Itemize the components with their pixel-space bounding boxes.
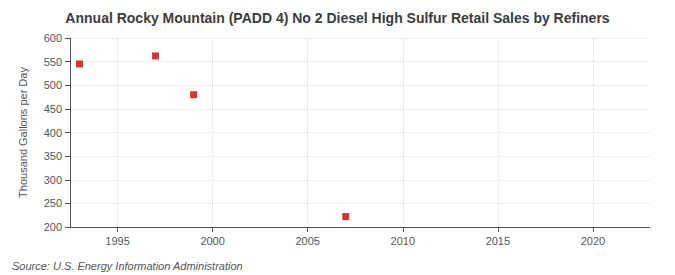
svg-text:450: 450 <box>44 103 62 115</box>
svg-text:1995: 1995 <box>105 235 129 247</box>
svg-text:Source: U.S. Energy Informatio: Source: U.S. Energy Information Administ… <box>12 260 243 272</box>
svg-text:Annual Rocky Mountain (PADD 4): Annual Rocky Mountain (PADD 4) No 2 Dies… <box>65 10 609 26</box>
svg-text:2010: 2010 <box>391 235 415 247</box>
svg-text:200: 200 <box>44 221 62 233</box>
svg-text:400: 400 <box>44 127 62 139</box>
svg-text:350: 350 <box>44 150 62 162</box>
svg-text:250: 250 <box>44 197 62 209</box>
svg-text:2020: 2020 <box>581 235 605 247</box>
svg-text:2005: 2005 <box>295 235 319 247</box>
svg-text:300: 300 <box>44 174 62 186</box>
svg-text:2000: 2000 <box>200 235 224 247</box>
svg-text:600: 600 <box>44 32 62 44</box>
svg-text:500: 500 <box>44 79 62 91</box>
svg-text:2015: 2015 <box>486 235 510 247</box>
svg-text:Thousand Gallons per Day: Thousand Gallons per Day <box>17 67 29 198</box>
svg-text:550: 550 <box>44 56 62 68</box>
